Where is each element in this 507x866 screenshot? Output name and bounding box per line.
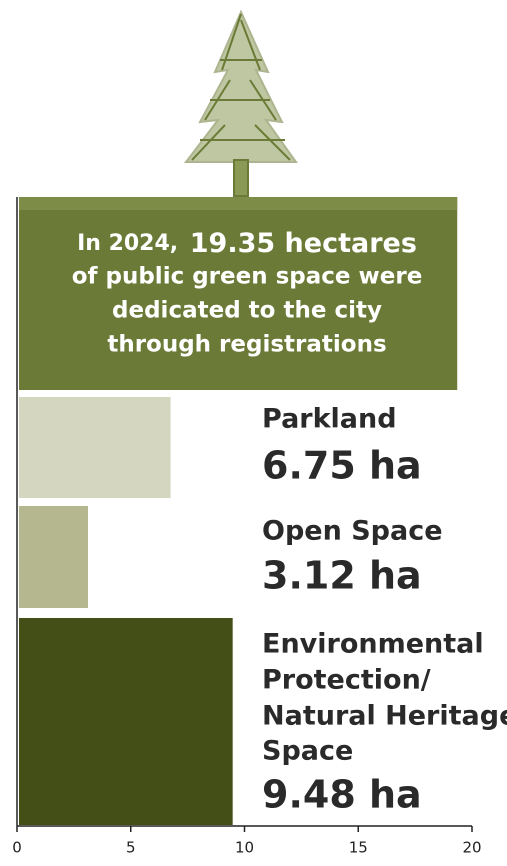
- headline-prefix: In 2024,: [77, 231, 178, 256]
- headline: In 2024, 19.35 hectares: [77, 228, 417, 259]
- headline-line: through registrations: [107, 332, 386, 358]
- x-tick-label: 0: [12, 839, 22, 857]
- x-tick-label: 20: [462, 839, 481, 857]
- headline-total: 19.35 hectares: [190, 228, 417, 259]
- x-tick-label: 15: [349, 839, 368, 857]
- headline-line: dedicated to the city: [112, 298, 382, 324]
- value-label: 3.12 ha: [262, 554, 422, 598]
- category-label: Open Space: [262, 516, 443, 547]
- total-bar: [19, 197, 458, 390]
- bar: [19, 397, 171, 498]
- x-tick-label: 10: [235, 839, 254, 857]
- value-label: 9.48 ha: [262, 773, 422, 817]
- total-bar-top: [19, 197, 458, 210]
- x-tick-label: 5: [126, 839, 136, 857]
- category-label: Parkland: [262, 404, 397, 435]
- category-label: Environmental: [262, 629, 484, 660]
- bar: [19, 506, 88, 608]
- category-label: Space: [262, 736, 353, 767]
- category-label: Protection/: [262, 665, 431, 696]
- bar: [19, 618, 233, 825]
- category-label: Natural Heritage: [262, 701, 507, 732]
- value-label: 6.75 ha: [262, 444, 422, 488]
- tree-icon: [183, 9, 298, 197]
- headline-line: of public green space were: [72, 264, 423, 290]
